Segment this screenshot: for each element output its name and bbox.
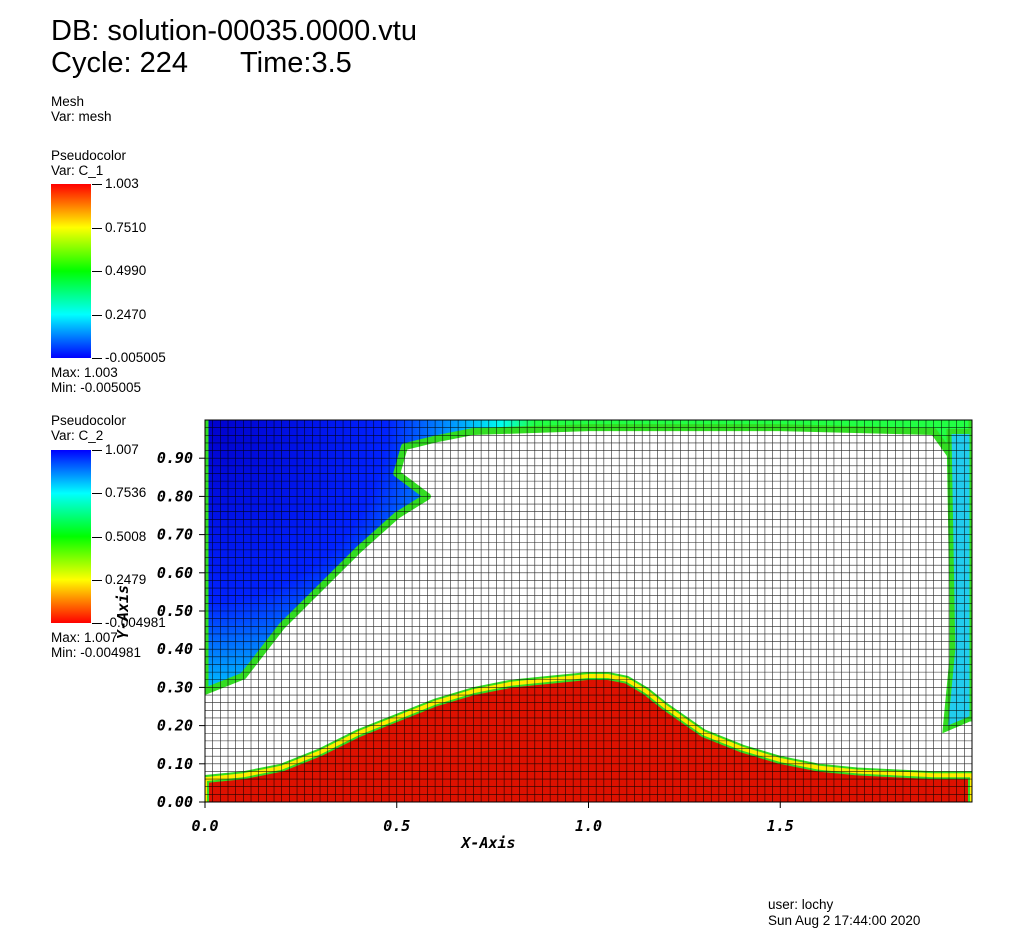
c1-min-label: Min: -0.005005 [51,380,142,395]
mesh-grid [205,420,972,802]
c2-max-label: Max: 1.007 [51,630,118,645]
x-tick-label: 0.0 [191,817,218,835]
y-tick-label: 0.30 [157,678,193,696]
c1-tick-label: -0.005005 [92,350,166,365]
c2-plot-type: Pseudocolor [51,413,127,428]
c1-tick-label: 0.4990 [91,263,147,278]
database-title: DB: solution-00035.0000.vtu [51,15,417,47]
c2-tick-label: 0.7536 [91,485,147,500]
x-tick-label: 0.5 [383,817,410,835]
cycle-time-line: Cycle: 224 Time:3.5 [51,46,352,80]
c1-tick-label: 1.003 [92,176,139,191]
c2-tick-label: -0.004981 [92,615,166,630]
y-tick-label: 0.70 [157,526,193,544]
mesh-plot-type: Mesh [51,94,85,109]
c1-tick-label: 0.7510 [91,220,147,235]
c2-var-label: Var: C_2 [51,428,104,443]
y-tick-label: 0.50 [157,602,193,620]
cycle-label: Cycle: 224 [51,47,189,79]
c2-colorbar [51,450,91,623]
y-tick-label: 0.80 [157,487,193,505]
x-axis-label: X-Axis [459,834,515,852]
footer-user: user: lochy [768,897,834,912]
c1-tick-label: 0.2470 [91,307,147,322]
y-tick-label: 0.60 [157,564,193,582]
c2-tick-label: 0.5008 [91,529,147,544]
y-tick-label: 0.20 [157,717,193,735]
c1-colorbar [51,184,91,358]
mesh-var-label: Var: mesh [51,109,112,124]
x-tick-label: 1.0 [575,817,602,835]
c1-plot-type: Pseudocolor [51,148,127,163]
c1-yellow-edge [205,673,972,802]
c1-var-label: Var: C_1 [51,163,104,178]
c2-min-label: Min: -0.004981 [51,645,142,660]
y-tick-label: 0.90 [157,449,193,467]
c1-max-label: Max: 1.003 [51,365,118,380]
plot-layers [205,420,972,802]
footer-date: Sun Aug 2 17:44:00 2020 [768,913,921,928]
x-tick-label: 1.5 [767,817,794,835]
y-tick-label: 0.00 [157,793,193,811]
y-axis-label: Y-Axis [114,585,132,639]
y-tick-label: 0.10 [157,755,193,773]
c2-tick-label: 0.2479 [91,572,147,587]
time-label: Time:3.5 [240,47,352,79]
y-tick-label: 0.40 [157,640,193,658]
c2-tick-label: 1.007 [92,442,139,457]
